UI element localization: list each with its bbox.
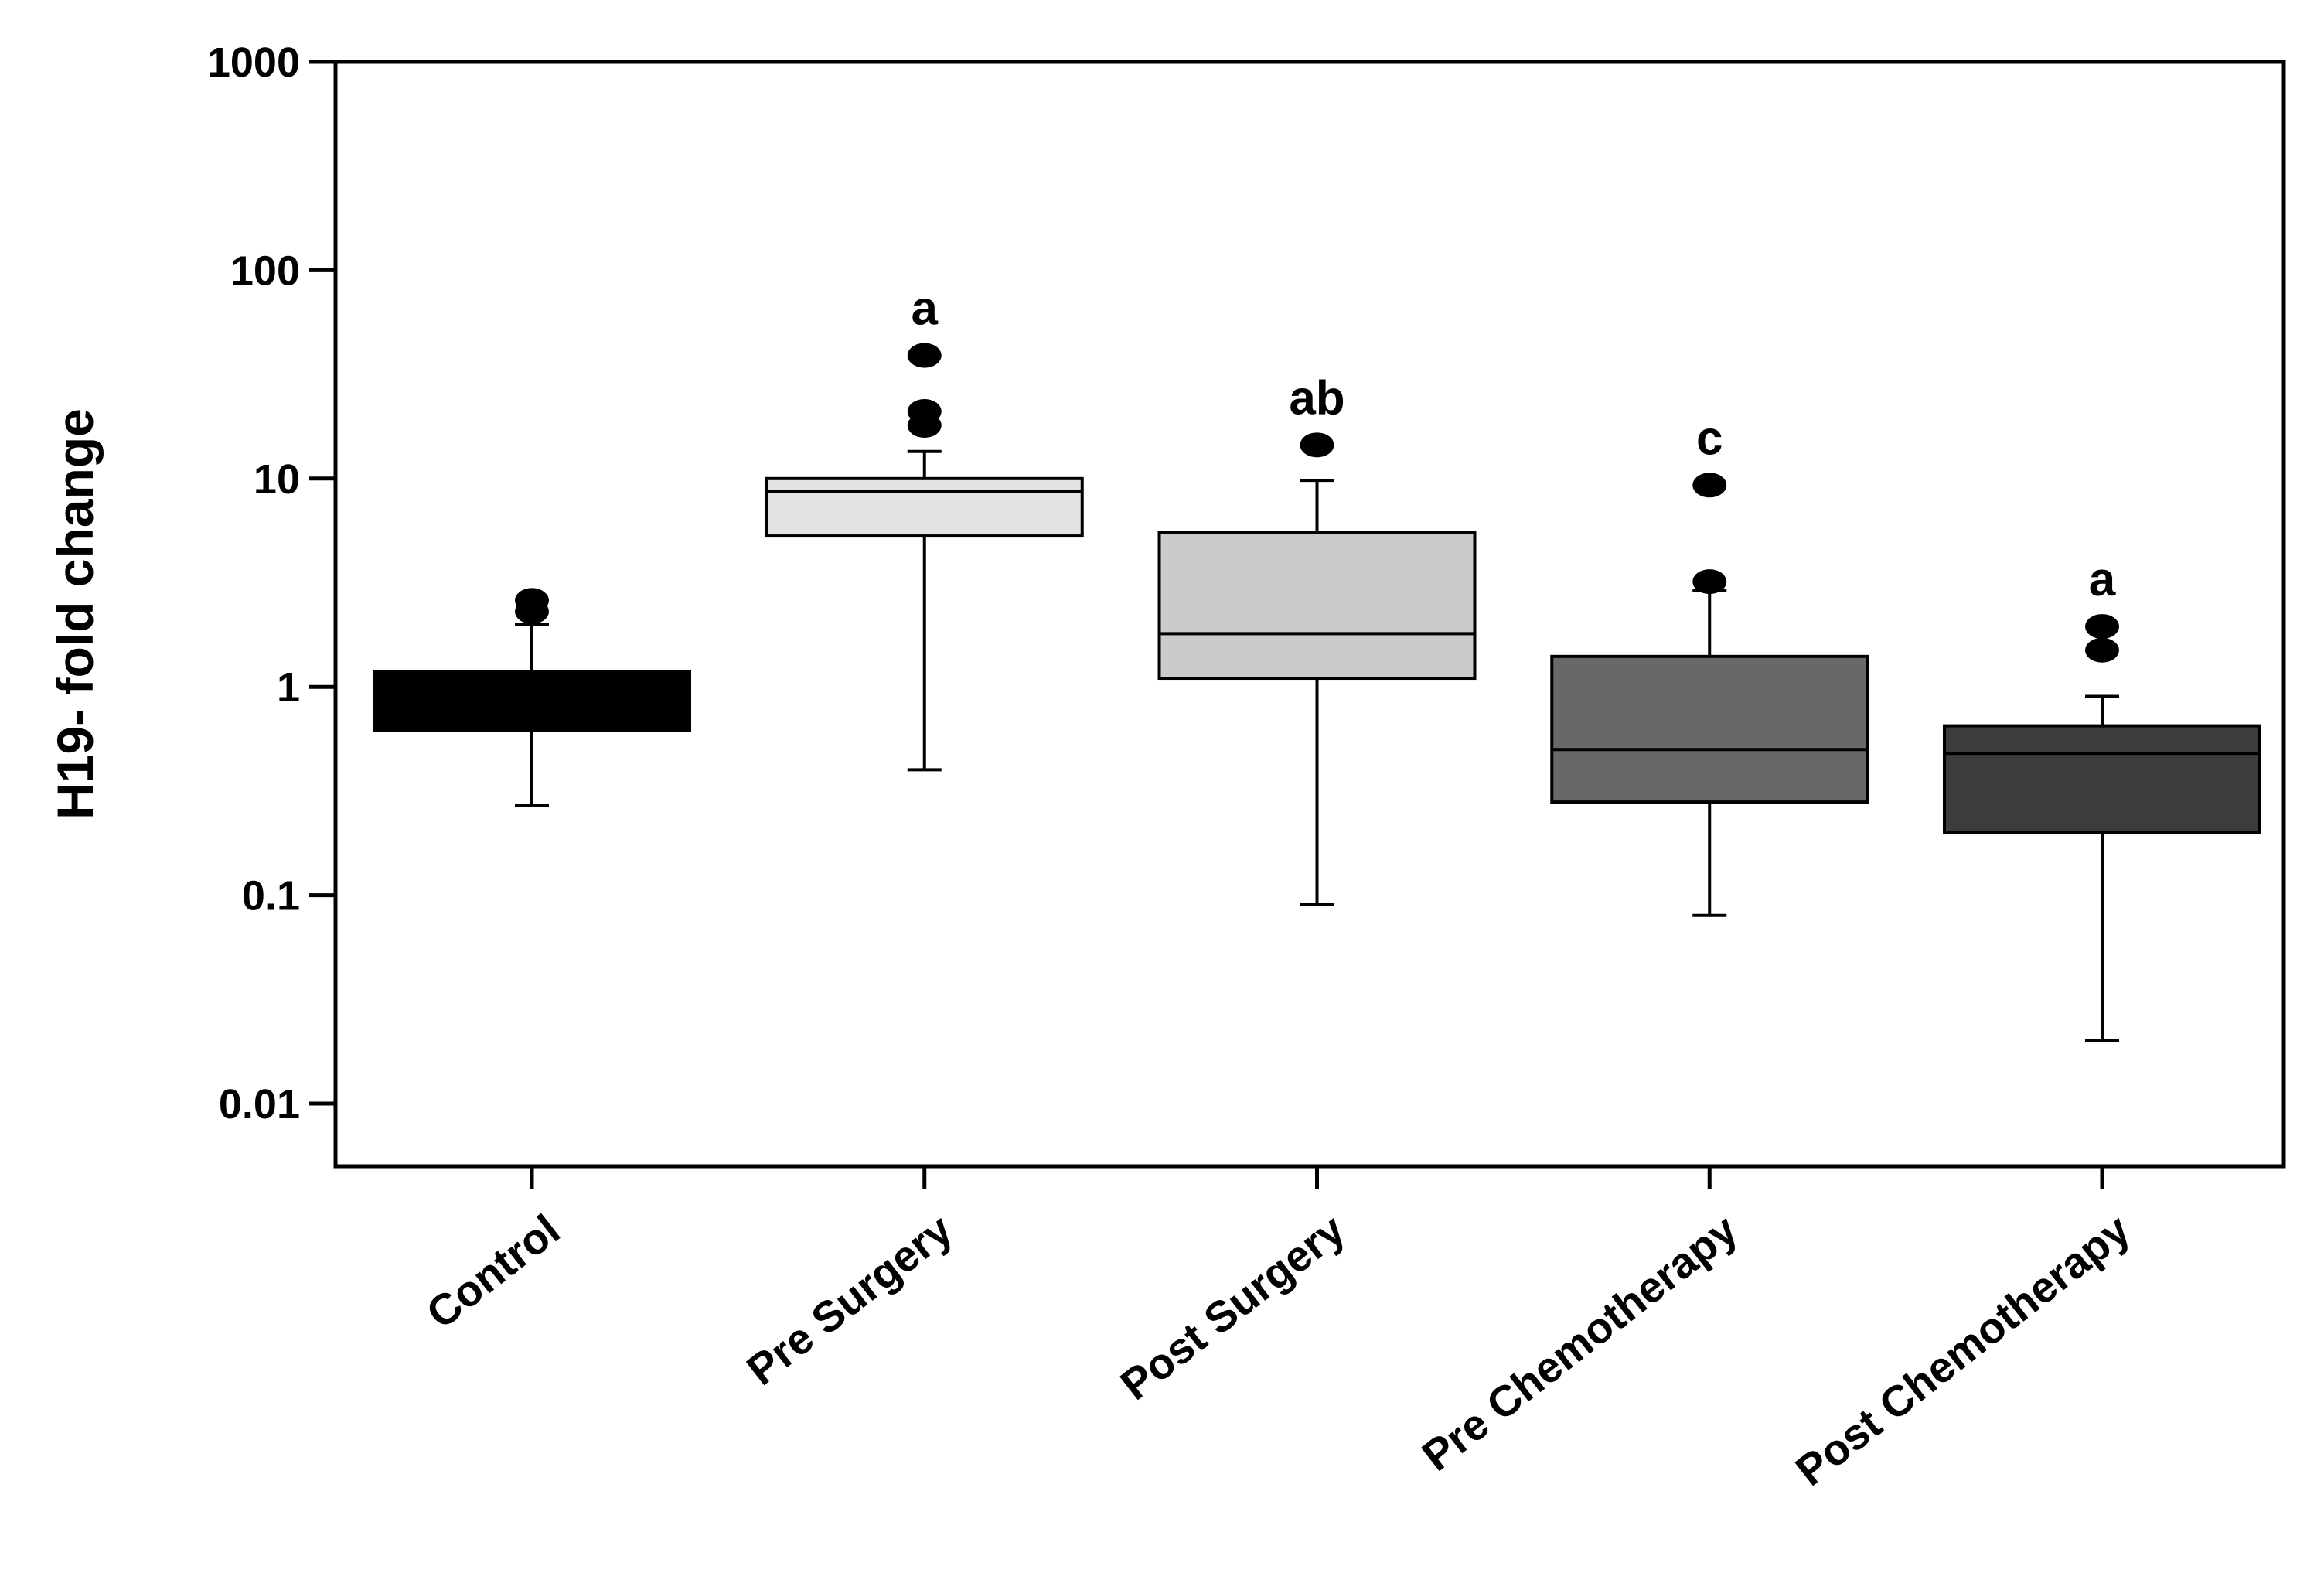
x-category-label: Control: [417, 1205, 569, 1338]
box-iqr: [765, 476, 1084, 538]
y-tick-label: 0.1: [242, 873, 300, 920]
x-category-label: Post Surgery: [1111, 1205, 1353, 1409]
box-group: a: [765, 282, 1084, 772]
box-group: ab: [1157, 371, 1477, 906]
outlier-point: [907, 343, 942, 368]
box-iqr: [1943, 724, 2261, 834]
box-iqr: [1550, 654, 1869, 804]
y-axis-title: H19- fold change: [46, 408, 104, 820]
significance-label: c: [1696, 411, 1723, 465]
significance-label: a: [2089, 553, 2116, 606]
y-tick-label: 1: [277, 664, 300, 711]
y-tick-label: 100: [230, 247, 300, 294]
x-category-label: Pre Chemotherapy: [1412, 1205, 1746, 1480]
box-iqr: [1157, 531, 1477, 681]
box-group: a: [1943, 553, 2261, 1042]
outlier-point: [515, 588, 549, 613]
outlier-point: [1300, 432, 1334, 458]
outlier-point: [1692, 473, 1727, 498]
significance-label: ab: [1289, 371, 1344, 425]
outlier-point: [907, 398, 942, 424]
outlier-point: [2085, 637, 2119, 663]
x-axis: Control Pre Surgery Post Surgery Pre Chemot…: [417, 1166, 2139, 1495]
box-group: [373, 588, 691, 807]
box-series: a ab c a: [373, 282, 2261, 1042]
y-tick-label: 0.01: [219, 1081, 300, 1128]
x-category-label: Pre Surgery: [738, 1205, 961, 1394]
y-tick-label: 1000: [207, 39, 300, 86]
plot-frame: [333, 60, 2286, 1169]
x-category-label: Post Chemotherapy: [1787, 1205, 2139, 1495]
outlier-point: [1692, 569, 1727, 595]
significance-label: a: [912, 282, 939, 336]
y-tick-label: 10: [254, 456, 300, 503]
outlier-point: [2085, 614, 2119, 640]
y-axis: 0.01 0.1 1 10 100 1000: [207, 39, 336, 1128]
box-iqr: [373, 670, 691, 732]
box-group: c: [1550, 411, 1869, 917]
